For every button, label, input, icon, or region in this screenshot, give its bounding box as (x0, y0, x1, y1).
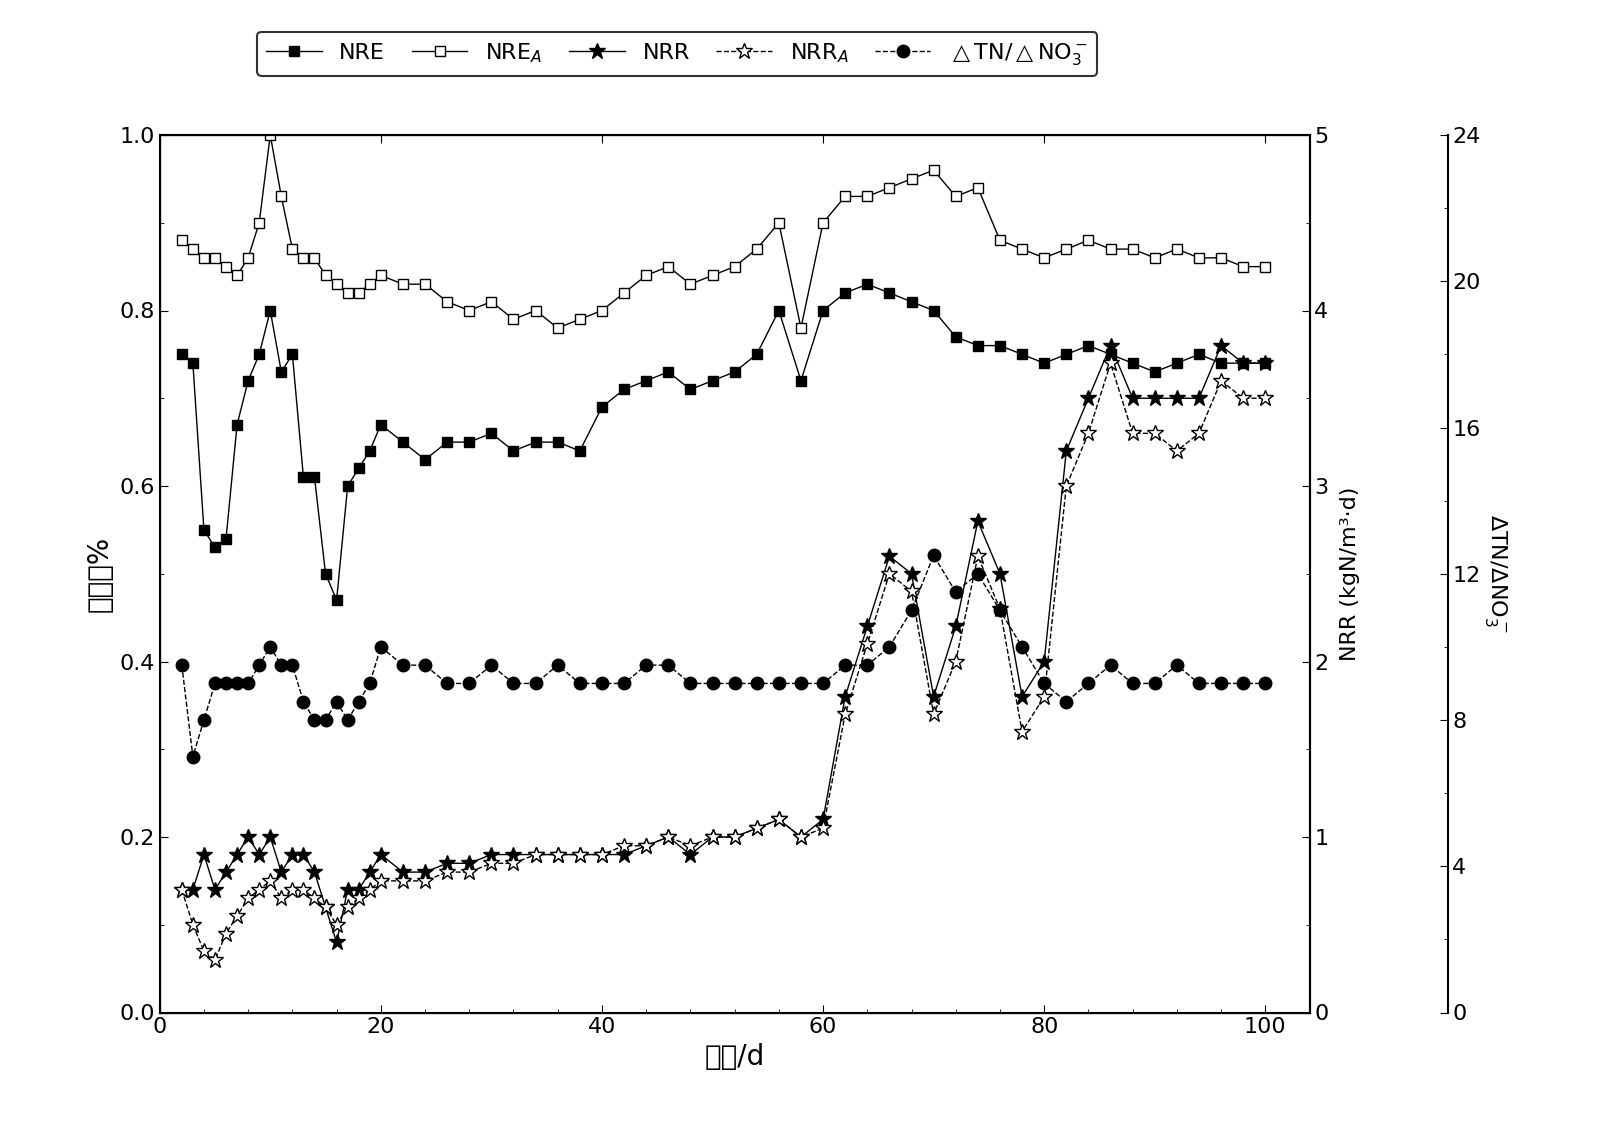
Y-axis label: $\Delta$TN/$\Delta$NO$_3^-$: $\Delta$TN/$\Delta$NO$_3^-$ (1482, 514, 1509, 633)
X-axis label: 时间/d: 时间/d (704, 1043, 765, 1071)
Y-axis label: NRR (kgN/m³·d): NRR (kgN/m³·d) (1340, 486, 1359, 660)
Legend: NRE, NRE$_A$, NRR, NRR$_A$, $\triangle$TN/$\triangle$NO$_3^-$: NRE, NRE$_A$, NRR, NRR$_A$, $\triangle$T… (257, 32, 1097, 75)
Y-axis label: 去除率%: 去除率% (86, 536, 113, 612)
